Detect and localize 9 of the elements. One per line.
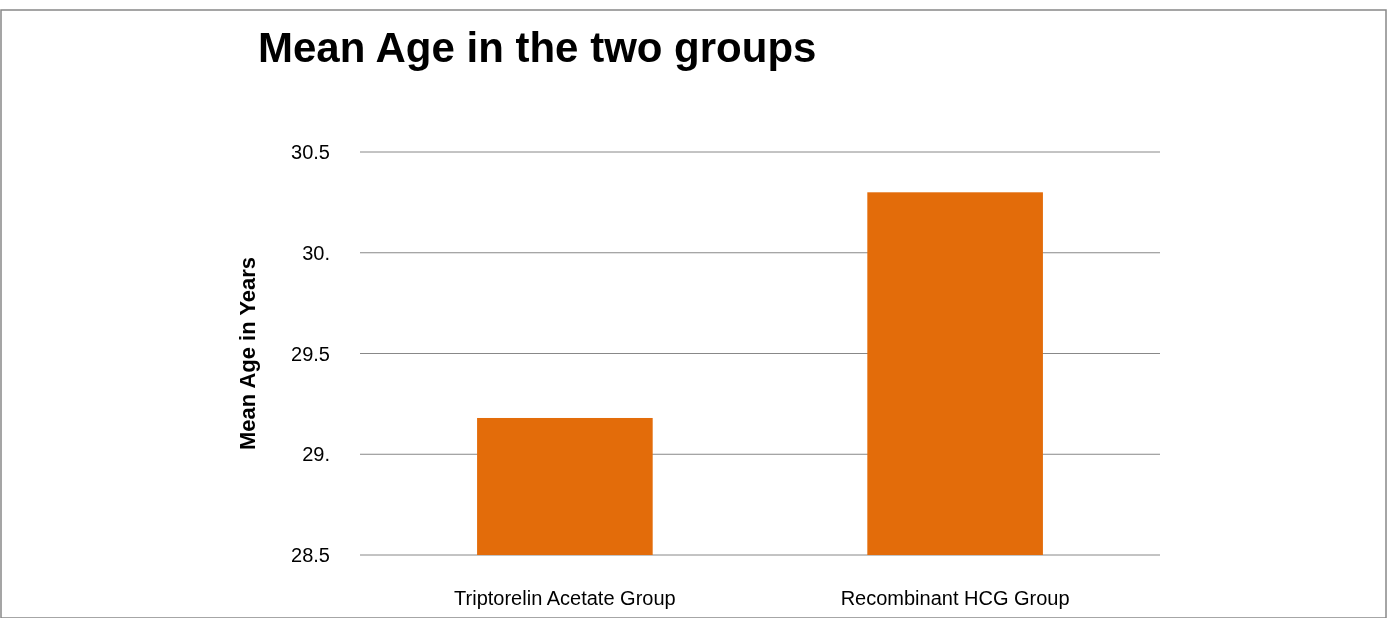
y-tick-label: 29.5 bbox=[291, 342, 330, 365]
chart-title: Mean Age in the two groups bbox=[258, 24, 817, 71]
y-tick-label: 30.5 bbox=[291, 141, 330, 163]
y-tick-label: 29. bbox=[302, 443, 330, 466]
x-tick-label: Recombinant HCG Group bbox=[840, 587, 1070, 609]
y-axis-title: Mean Age in Years bbox=[235, 256, 260, 451]
y-tick-label: 30. bbox=[302, 241, 330, 264]
x-tick-label: Triptorelin Acetate Group bbox=[454, 587, 676, 609]
y-tick-label: 28.5 bbox=[291, 544, 330, 566]
